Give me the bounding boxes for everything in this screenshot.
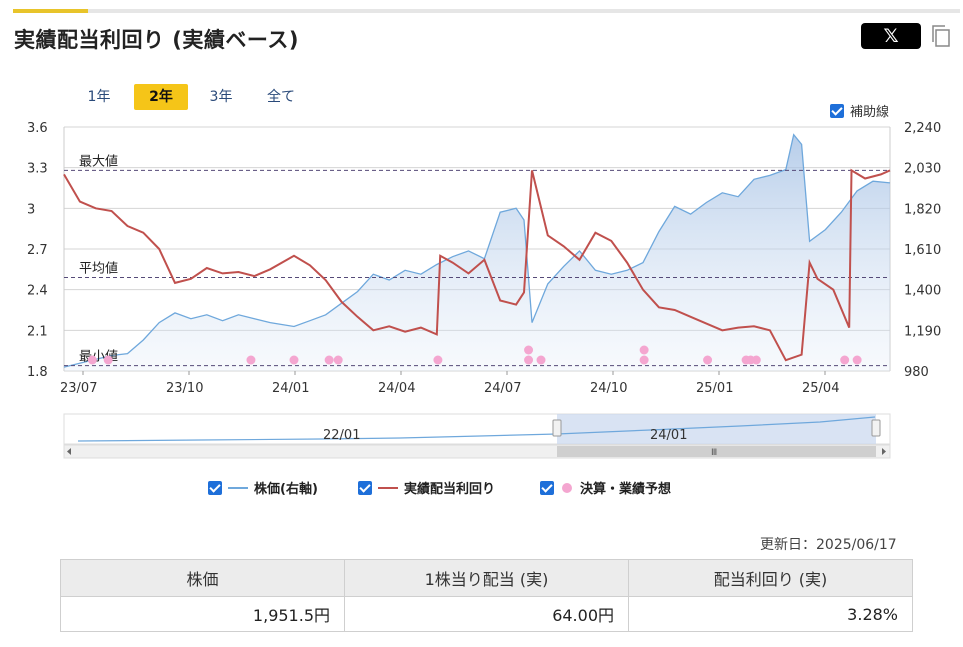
event-dot: [87, 355, 97, 365]
x-tick-label: 24/04: [378, 381, 415, 396]
legend-label: 株価(右軸): [254, 482, 318, 497]
checkbox-icon[interactable]: [830, 104, 844, 118]
legend-price[interactable]: 株価(右軸): [208, 478, 318, 497]
header-dividend: 1株当り配当 (実): [344, 559, 629, 597]
legend-label: 決算・業績予想: [580, 482, 672, 497]
navigator-label: 22/01: [323, 428, 360, 443]
event-dot: [524, 355, 534, 365]
event-dot: [751, 355, 761, 365]
y-right-tick-label: 1,820: [904, 202, 941, 217]
x-tick-label: 23/07: [60, 381, 97, 396]
x-tick-label: 25/04: [802, 381, 839, 396]
tab-all[interactable]: 全て: [267, 89, 295, 105]
event-dot: [852, 355, 862, 365]
event-dot: [324, 355, 334, 365]
tab-2y[interactable]: 2年: [134, 84, 188, 110]
event-dot: [246, 355, 256, 365]
checkbox-icon[interactable]: [208, 481, 222, 495]
y-right-tick-label: 2,030: [904, 162, 941, 177]
event-dot: [639, 355, 649, 365]
navigator-handle[interactable]: [552, 419, 562, 437]
y-left-tick-label: 2.4: [27, 284, 48, 299]
x-tick-label: 24/01: [272, 381, 309, 396]
dot-swatch-icon: [562, 483, 572, 493]
event-dot: [289, 355, 299, 365]
scrollbar-thumb[interactable]: [557, 446, 876, 457]
checkbox-icon[interactable]: [358, 481, 372, 495]
reference-line-label: 平均値: [79, 260, 118, 276]
yield-line: [63, 168, 891, 362]
legend-label: 実績配当利回り: [404, 482, 496, 497]
value-yield: 3.28%: [628, 596, 913, 632]
aux-line-label: 補助線: [850, 105, 890, 120]
x-share-button[interactable]: 𝕏: [861, 23, 921, 49]
navigator-handle[interactable]: [871, 419, 881, 437]
accent-strip: [13, 9, 88, 13]
event-dot: [524, 345, 534, 355]
value-price: 1,951.5円: [60, 596, 345, 632]
x-tick-label: 24/07: [484, 381, 521, 396]
navigator-line: [77, 416, 876, 442]
header-price: 株価: [60, 559, 345, 597]
x-tick-label: 23/10: [166, 381, 203, 396]
reference-line-label: 最小値: [79, 349, 118, 365]
y-right-tick-label: 1,610: [904, 243, 941, 258]
y-left-tick-label: 3.6: [27, 121, 48, 136]
navigator-label: 24/01: [650, 428, 687, 443]
y-left-tick-label: 3.3: [27, 162, 48, 177]
table-header-row: 株価 1株当り配当 (実) 配当利回り (実): [60, 559, 913, 597]
scroll-left-icon[interactable]: [67, 448, 71, 455]
y-left-tick-label: 2.1: [27, 324, 48, 339]
y-left-tick-label: 1.8: [27, 365, 48, 380]
y-right-tick-label: 1,190: [904, 324, 941, 339]
y-right-tick-label: 2,240: [904, 121, 941, 136]
scroll-right-icon[interactable]: [882, 448, 886, 455]
updated-date: 更新日：2025/06/17: [760, 537, 897, 553]
navigator-selection: [557, 414, 876, 444]
yield-chart: 1.8 2.1 2.4 2.7 3 3.3 3.6 980 1,190 1,400 1,610 1,8…: [27, 121, 941, 459]
x-tick-label: 25/01: [696, 381, 733, 396]
checkbox-icon[interactable]: [540, 481, 554, 495]
page-title: 実績配当利回り (実績ベース): [14, 28, 299, 52]
y-left-tick-label: 3: [27, 202, 35, 217]
copy-icon[interactable]: [930, 24, 952, 48]
event-dot: [639, 345, 649, 355]
y-right-tick-label: 980: [904, 365, 929, 380]
legend-yield[interactable]: 実績配当利回り: [358, 478, 495, 497]
top-accent-bar: [13, 9, 960, 13]
price-area: [64, 134, 890, 371]
y-right-tick-label: 1,400: [904, 284, 941, 299]
price-line: [63, 133, 891, 368]
summary-table: 株価 1株当り配当 (実) 配当利回り (実) 1,951.5円 64.00円 …: [60, 559, 913, 632]
x-tick-label: 24/10: [590, 381, 627, 396]
y-left-tick-label: 2.7: [27, 243, 48, 258]
aux-line-toggle[interactable]: 補助線: [830, 101, 889, 120]
tab-1y[interactable]: 1年: [87, 89, 111, 105]
event-dot: [333, 355, 343, 365]
reference-line-label: 最大値: [79, 153, 118, 169]
event-dot: [536, 355, 546, 365]
header-yield: 配当利回り (実): [628, 559, 913, 597]
event-dot: [840, 355, 850, 365]
event-dot: [433, 355, 443, 365]
tab-3y[interactable]: 3年: [209, 89, 233, 105]
line-swatch-icon: [378, 487, 398, 489]
event-dot: [703, 355, 713, 365]
event-dot: [103, 355, 113, 365]
legend-events[interactable]: 決算・業績予想: [540, 478, 671, 497]
table-row: 1,951.5円 64.00円 3.28%: [60, 596, 913, 632]
line-swatch-icon: [228, 487, 248, 489]
value-dividend: 64.00円: [344, 596, 629, 632]
scrollbar-grip: Ⅲ: [711, 448, 717, 458]
